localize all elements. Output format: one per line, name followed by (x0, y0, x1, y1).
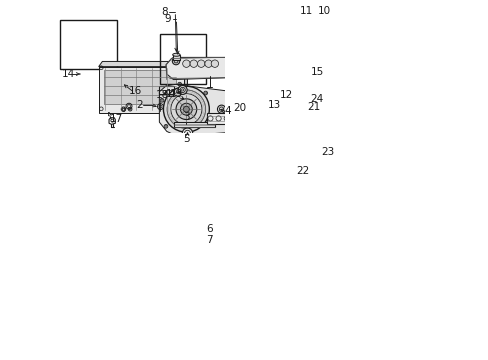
Circle shape (163, 86, 209, 132)
Circle shape (190, 60, 197, 67)
Text: 14: 14 (61, 69, 75, 79)
Polygon shape (99, 67, 183, 113)
Circle shape (182, 128, 192, 139)
Bar (315, 136, 336, 159)
Circle shape (183, 106, 189, 112)
Text: 9: 9 (164, 14, 171, 24)
Text: 2: 2 (136, 100, 142, 111)
Circle shape (172, 57, 180, 65)
Text: 15: 15 (310, 67, 324, 77)
Circle shape (176, 99, 196, 120)
Text: 21: 21 (307, 102, 320, 112)
Bar (206, 113, 257, 124)
Text: 20: 20 (233, 103, 246, 113)
Circle shape (178, 85, 187, 94)
Text: 4: 4 (224, 106, 231, 116)
Bar (103, 69, 176, 104)
Text: 8: 8 (161, 7, 167, 17)
Bar (160, 34, 205, 84)
Text: 6: 6 (206, 225, 213, 234)
Ellipse shape (315, 157, 336, 162)
Text: 13: 13 (267, 100, 280, 111)
Circle shape (183, 60, 190, 67)
Bar (159, 86, 174, 94)
Text: 19: 19 (169, 89, 183, 99)
Circle shape (180, 103, 192, 115)
Bar (60, 20, 117, 69)
Circle shape (204, 60, 212, 67)
Text: 16: 16 (129, 86, 142, 96)
Text: 12: 12 (279, 90, 292, 100)
Ellipse shape (315, 134, 336, 139)
Bar (271, 81, 284, 91)
Bar (261, 11, 269, 18)
Text: 7: 7 (206, 235, 213, 245)
Text: 22: 22 (296, 166, 309, 176)
Text: 5: 5 (183, 134, 189, 144)
Bar (172, 55, 180, 60)
Text: 1: 1 (165, 89, 172, 99)
Text: 3: 3 (183, 112, 189, 122)
Polygon shape (159, 84, 236, 136)
Polygon shape (183, 62, 187, 113)
Circle shape (255, 11, 261, 17)
Polygon shape (99, 62, 183, 67)
Text: 17: 17 (109, 114, 122, 124)
Text: 11: 11 (300, 6, 313, 16)
Polygon shape (166, 57, 228, 80)
Bar (174, 122, 214, 127)
Text: 10: 10 (317, 6, 330, 16)
Polygon shape (298, 162, 319, 175)
Text: 18: 18 (155, 90, 169, 100)
Bar (246, 62, 313, 76)
Text: 23: 23 (321, 148, 334, 157)
Circle shape (197, 60, 204, 67)
Text: 24: 24 (310, 94, 323, 104)
Circle shape (211, 60, 218, 67)
Ellipse shape (172, 53, 180, 56)
